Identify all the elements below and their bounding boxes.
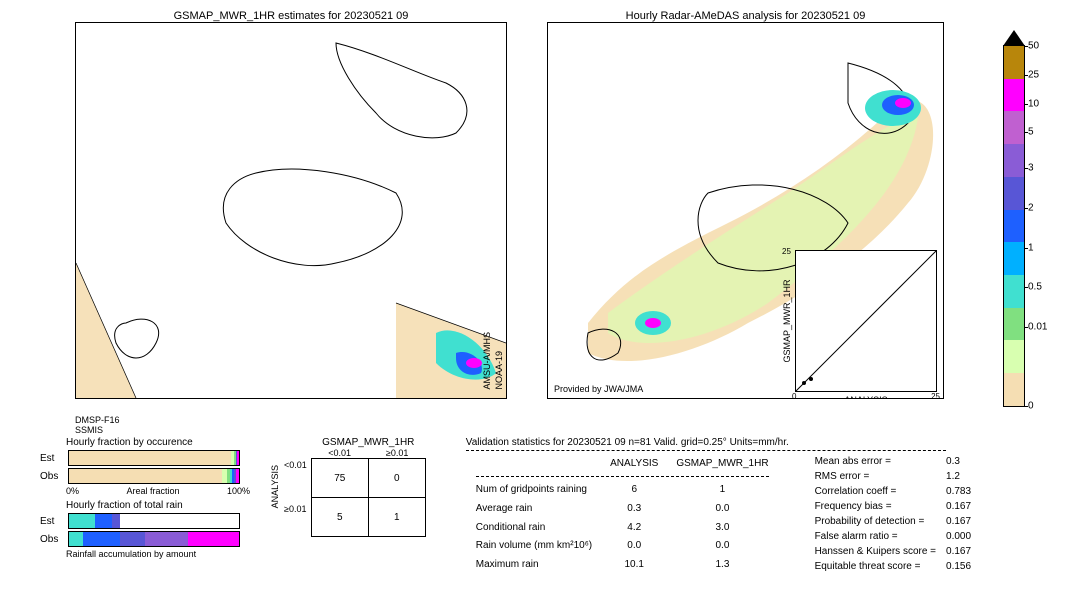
contingency-panel: ANALYSIS <0.01 ≥0.01 GSMAP_MWR_1HR <0.01… <box>270 437 426 537</box>
colorbar-tick: 0.01 <box>1028 321 1047 332</box>
metric-val: 0.783 <box>942 485 975 498</box>
metric-label: Equitable threat score = <box>811 560 940 573</box>
est-label-2: Est <box>40 516 64 527</box>
cell: 5 <box>311 498 368 537</box>
occ-xmin: 0% <box>66 486 79 496</box>
contingency-ylabel: ANALYSIS <box>270 465 280 508</box>
stat-a: 6 <box>602 481 666 498</box>
totalrain-footer: Rainfall accumulation by amount <box>66 549 250 559</box>
row-ge: ≥0.01 <box>284 504 307 514</box>
stat-b: 1 <box>668 481 776 498</box>
metric-label: Frequency bias = <box>811 500 940 513</box>
colorbar-tick: 50 <box>1028 41 1039 52</box>
metric-val: 0.167 <box>942 545 975 558</box>
scatter-xmax: 25 <box>931 392 940 399</box>
left-map-title: GSMAP_MWR_1HR estimates for 20230521 09 <box>75 10 507 22</box>
scatter-ymax: 25 <box>782 247 791 256</box>
occurrence-obs-bar <box>68 468 240 484</box>
left-attrib-1: DMSP-F16 <box>75 415 507 425</box>
stat-label: Conditional rain <box>468 519 600 536</box>
right-map-title: Hourly Radar-AMeDAS analysis for 2023052… <box>547 10 944 22</box>
provided-by: Provided by JWA/JMA <box>554 384 643 394</box>
stat-label: Average rain <box>468 500 600 517</box>
contingency-title: GSMAP_MWR_1HR <box>311 437 426 448</box>
est-label: Est <box>40 453 64 464</box>
colorbar-tick: 2 <box>1028 203 1034 214</box>
metric-label: RMS error = <box>811 470 940 483</box>
stat-a: 0.0 <box>602 538 666 555</box>
contingency-table: 750 51 <box>311 458 426 537</box>
stat-label: Rain volume (mm km²10⁶) <box>468 538 600 555</box>
colorbar-tick: 3 <box>1028 163 1034 174</box>
totalrain-title: Hourly fraction of total rain <box>66 500 250 511</box>
scatter-xlabel: ANALYSIS <box>796 395 936 399</box>
cell: 1 <box>368 498 425 537</box>
stat-a: 0.3 <box>602 500 666 517</box>
metric-label: False alarm ratio = <box>811 530 940 543</box>
bars-panel: Hourly fraction by occurence Est Obs 0% … <box>40 437 250 559</box>
right-map-panel: Hourly Radar-AMeDAS analysis for 2023052… <box>547 10 944 399</box>
colorbar-tick: 10 <box>1028 98 1039 109</box>
right-attrib-2: AMSU-A/MHS <box>482 332 492 390</box>
scatter-zero: 0 <box>792 392 796 399</box>
metric-val: 0.167 <box>942 515 975 528</box>
col-gsmap: GSMAP_MWR_1HR <box>668 455 776 472</box>
colorbar-tick: 5 <box>1028 127 1034 138</box>
col-ge: ≥0.01 <box>386 448 408 458</box>
obs-label: Obs <box>40 471 64 482</box>
stat-label: Num of gridpoints raining <box>468 481 600 498</box>
stat-b: 0.0 <box>668 500 776 517</box>
metric-val: 0.156 <box>942 560 975 573</box>
right-attrib-1: NOAA-19 <box>494 351 504 390</box>
colorbar-tick: 25 <box>1028 69 1039 80</box>
metric-label: Probability of detection = <box>811 515 940 528</box>
cell: 0 <box>368 459 425 498</box>
metric-val: 1.2 <box>942 470 975 483</box>
obs-label-2: Obs <box>40 534 64 545</box>
col-lt: <0.01 <box>328 448 351 458</box>
metric-label: Hanssen & Kuipers score = <box>811 545 940 558</box>
left-map-panel: GSMAP_MWR_1HR estimates for 20230521 09 … <box>75 10 507 435</box>
totalrain-obs-bar <box>68 531 240 547</box>
col-analysis: ANALYSIS <box>602 455 666 472</box>
stat-b: 0.0 <box>668 538 776 555</box>
right-map: 25°N 30°N 35°N 40°N 45°N 125°E 130°E 135… <box>547 22 944 399</box>
scatter-inset: ANALYSIS GSMAP_MWR_1HR 25 0 25 <box>795 250 937 392</box>
occurrence-title: Hourly fraction by occurence <box>66 437 250 448</box>
stat-b: 3.0 <box>668 519 776 536</box>
stat-a: 4.2 <box>602 519 666 536</box>
occ-xmax: 100% <box>227 486 250 496</box>
metric-val: 0.3 <box>942 455 975 468</box>
occ-xlabel: Areal fraction <box>126 486 179 496</box>
scatter-ylabel: GSMAP_MWR_1HR <box>782 279 792 362</box>
totalrain-est-bar <box>68 513 240 529</box>
stat-b: 1.3 <box>668 556 776 573</box>
stat-label: Maximum rain <box>468 556 600 573</box>
colorbar-tick: 0.5 <box>1028 282 1042 293</box>
stat-a: 10.1 <box>602 556 666 573</box>
metric-label: Correlation coeff = <box>811 485 940 498</box>
colorbar: 50251053210.50.010 <box>1003 45 1025 407</box>
metric-val: 0.000 <box>942 530 975 543</box>
validation-table: ANALYSISGSMAP_MWR_1HR Num of gridpoints … <box>466 453 779 575</box>
row-lt: <0.01 <box>284 460 307 470</box>
left-map: 25°N 30°N 35°N 40°N 45°N 125°E 130°E 135… <box>75 22 507 399</box>
left-attrib-2: SSMIS <box>75 425 507 435</box>
metric-label: Mean abs error = <box>811 455 940 468</box>
validation-header: Validation statistics for 20230521 09 n=… <box>466 437 1070 448</box>
validation-panel: Validation statistics for 20230521 09 n=… <box>466 437 1070 575</box>
colorbar-tick: 1 <box>1028 242 1034 253</box>
metric-val: 0.167 <box>942 500 975 513</box>
colorbar-tick: 0 <box>1028 401 1034 412</box>
cell: 75 <box>311 459 368 498</box>
metrics-table: Mean abs error =0.3RMS error =1.2Correla… <box>809 453 977 575</box>
occurrence-est-bar <box>68 450 240 466</box>
